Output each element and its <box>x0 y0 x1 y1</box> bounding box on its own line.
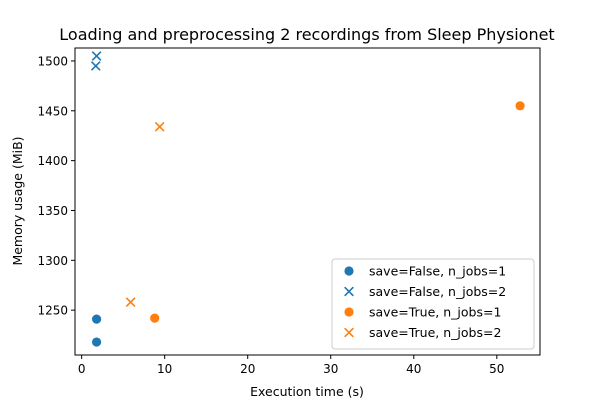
legend-marker <box>344 286 354 297</box>
x-tick-label: 40 <box>406 362 421 376</box>
legend-marker <box>344 307 354 317</box>
axes-frame <box>74 47 541 356</box>
x-tick-label: 10 <box>157 362 172 376</box>
legend-entry: save=False, n_jobs=2 <box>369 284 506 299</box>
y-tick-label: 1450 <box>37 104 68 118</box>
data-point <box>515 101 525 111</box>
data-point <box>125 297 136 308</box>
legend: save=False, n_jobs=1 save=False, n_jobs=2… <box>331 258 535 350</box>
x-tick-label: 30 <box>323 362 338 376</box>
y-axis-label: Memory usage (MiB) <box>10 136 25 265</box>
data-point <box>150 313 160 323</box>
y-tick-label: 1350 <box>37 204 68 218</box>
data-point <box>91 51 102 61</box>
y-axis-ticks: 1250 1300 1350 1400 1450 1500 <box>37 54 75 318</box>
legend-marker <box>344 327 354 338</box>
data-markers <box>90 51 525 347</box>
y-tick-label: 1300 <box>37 254 68 268</box>
y-tick-label: 1500 <box>37 54 68 68</box>
x-tick-label: 0 <box>78 362 86 376</box>
x-tick-label: 50 <box>489 362 504 376</box>
data-point <box>91 337 102 347</box>
data-point <box>91 314 102 324</box>
y-tick-label: 1250 <box>37 304 68 318</box>
legend-entry: save=True, n_jobs=2 <box>369 325 501 340</box>
chart-title: Loading and preprocessing 2 recordings f… <box>59 25 554 44</box>
x-tick-label: 20 <box>240 362 255 376</box>
legend-marker <box>344 266 354 276</box>
data-point <box>154 121 165 132</box>
x-axis-ticks: 0 10 20 30 40 50 <box>78 355 504 376</box>
y-tick-label: 1400 <box>37 154 68 168</box>
legend-frame <box>331 258 535 350</box>
data-point <box>90 61 101 71</box>
legend-entry: save=False, n_jobs=1 <box>369 264 506 279</box>
legend-entry: save=True, n_jobs=1 <box>369 305 501 320</box>
x-axis-label: Execution time (s) <box>250 384 364 399</box>
